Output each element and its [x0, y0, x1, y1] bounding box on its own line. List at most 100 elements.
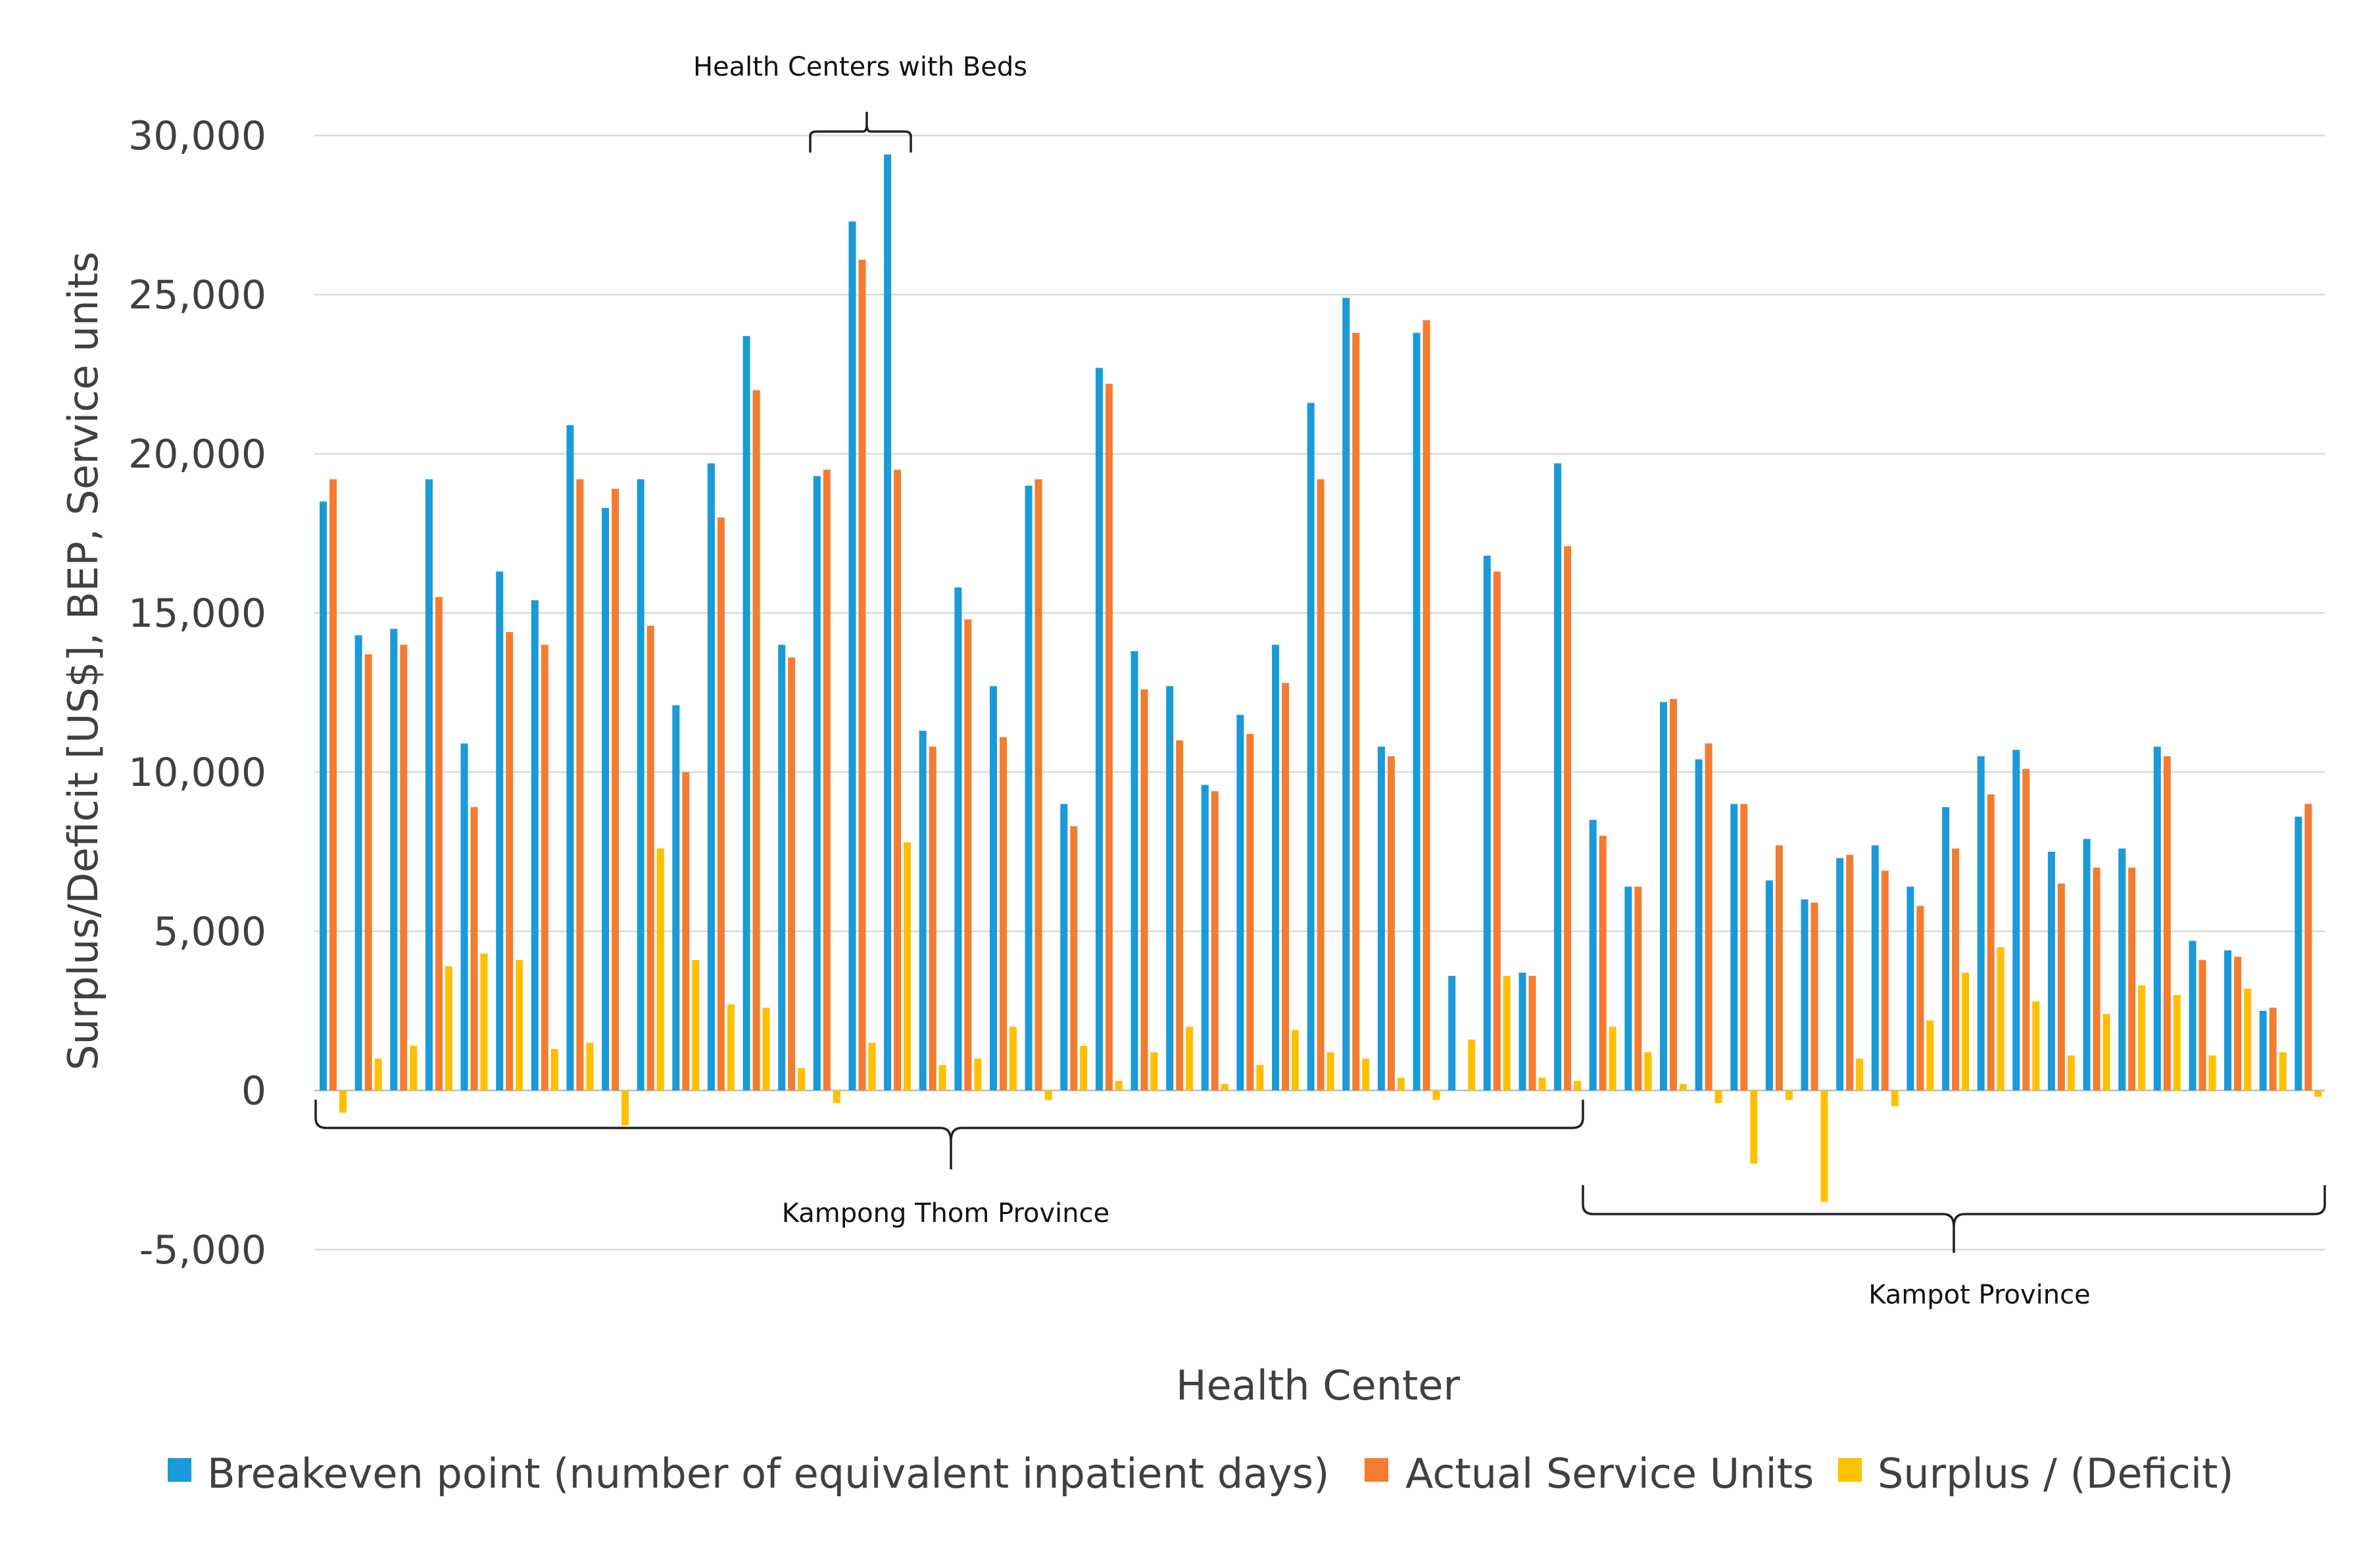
- bar-breakeven: [1448, 975, 1456, 1090]
- bar-surplus: [1221, 1084, 1228, 1090]
- bar-actual: [1140, 689, 1148, 1090]
- bar-actual: [329, 479, 337, 1090]
- bar-actual: [506, 632, 514, 1090]
- bar-actual: [1881, 871, 1889, 1090]
- bar-breakeven: [2224, 950, 2232, 1090]
- bar-actual: [1176, 740, 1184, 1090]
- bar-actual: [1846, 854, 1854, 1090]
- bar-actual: [612, 489, 619, 1090]
- bar-breakeven: [602, 508, 610, 1090]
- bar-breakeven: [1660, 702, 1667, 1090]
- bar-actual: [2128, 867, 2136, 1090]
- bar-actual: [1634, 887, 1642, 1090]
- bar-actual: [2198, 960, 2206, 1090]
- bar-actual: [1916, 906, 1924, 1090]
- bar-actual: [1105, 383, 1113, 1090]
- bar-breakeven: [1554, 463, 1562, 1090]
- bar-surplus: [868, 1042, 876, 1090]
- bar-surplus: [938, 1065, 946, 1090]
- legend-label-surplus: Surplus / (Deficit): [1878, 1450, 2234, 1498]
- bar-breakeven: [354, 635, 362, 1090]
- bar-breakeven: [1272, 645, 1280, 1090]
- bar-surplus: [2279, 1052, 2287, 1090]
- bar-actual: [1740, 804, 1748, 1090]
- bar-actual: [929, 746, 936, 1090]
- bar-breakeven: [954, 587, 962, 1090]
- bar-surplus: [1538, 1077, 1546, 1090]
- bar-surplus: [1962, 972, 1970, 1090]
- bar-breakeven: [1307, 403, 1315, 1090]
- bar-actual: [1317, 479, 1324, 1090]
- bar-breakeven: [707, 463, 715, 1090]
- bar-breakeven: [2189, 940, 2197, 1090]
- bar-surplus: [1680, 1084, 1687, 1090]
- bar-actual: [2269, 1008, 2277, 1090]
- bar-actual: [1246, 733, 1254, 1090]
- bar-surplus: [550, 1049, 558, 1090]
- bar-surplus: [1750, 1090, 1758, 1164]
- bar-breakeven: [919, 731, 927, 1090]
- bar-breakeven: [320, 501, 327, 1090]
- bar-surplus: [1009, 1027, 1017, 1090]
- bar-actual: [1599, 835, 1607, 1090]
- bar-breakeven: [1589, 819, 1597, 1090]
- bar-breakeven: [884, 155, 892, 1090]
- bar-surplus: [1574, 1081, 1582, 1090]
- bar-breakeven: [1166, 686, 1174, 1090]
- bar-surplus: [2208, 1055, 2216, 1090]
- bar-surplus: [1432, 1090, 1440, 1100]
- bar-actual: [1422, 320, 1430, 1091]
- bar-surplus: [2138, 985, 2146, 1090]
- bar-actual: [1034, 479, 1042, 1090]
- legend-label-breakeven: Breakeven point (number of equivalent in…: [207, 1450, 1329, 1498]
- bar-actual: [752, 390, 760, 1091]
- bar-breakeven: [990, 686, 997, 1090]
- bar-surplus: [480, 953, 488, 1090]
- bar-surplus: [762, 1008, 770, 1090]
- y-axis-title: Surplus/Deficit [US$], BEP, Service unit…: [59, 251, 107, 1070]
- bar-surplus: [1397, 1077, 1405, 1090]
- bar-breakeven: [2047, 852, 2055, 1090]
- bar-surplus: [1115, 1081, 1123, 1090]
- bar-actual: [1810, 902, 1818, 1090]
- bar-actual: [2163, 756, 2171, 1090]
- bar-actual: [576, 479, 584, 1090]
- bar-actual: [1282, 683, 1290, 1090]
- bar-breakeven: [1765, 880, 1773, 1090]
- bar-breakeven: [1906, 887, 1914, 1090]
- bar-actual: [682, 772, 690, 1090]
- bar-actual: [2093, 867, 2101, 1090]
- bar-surplus: [727, 1004, 735, 1090]
- bar-actual: [1528, 975, 1536, 1090]
- bar-surplus: [904, 842, 911, 1090]
- bar-surplus: [2102, 1013, 2110, 1090]
- bar-breakeven: [1025, 485, 1032, 1090]
- bar-surplus: [410, 1046, 418, 1090]
- bar-breakeven: [778, 645, 786, 1090]
- bar-actual: [894, 470, 902, 1090]
- y-tick-label: 0: [241, 1068, 266, 1114]
- bar-surplus: [656, 848, 664, 1090]
- bar-breakeven: [2083, 839, 2091, 1090]
- bar-surplus: [1644, 1052, 1652, 1090]
- bar-actual: [1952, 848, 1960, 1090]
- bar-surplus: [2032, 1001, 2040, 1090]
- bar-actual: [2304, 804, 2312, 1090]
- bar-breakeven: [742, 335, 750, 1090]
- bar-surplus: [692, 960, 700, 1090]
- bar-surplus: [1997, 947, 2004, 1090]
- bar-surplus: [1926, 1020, 1934, 1090]
- bar-surplus: [621, 1090, 629, 1126]
- kampong-thom-bracket: [314, 1100, 1584, 1169]
- legend-label-actual: Actual Service Units: [1405, 1450, 1814, 1498]
- bar-surplus: [2173, 994, 2181, 1090]
- bar-surplus: [2067, 1055, 2075, 1090]
- bar-breakeven: [1518, 972, 1526, 1090]
- bar-actual: [1211, 791, 1219, 1090]
- bar-actual: [1493, 572, 1501, 1090]
- bar-breakeven: [1977, 756, 1985, 1090]
- bar-surplus: [1856, 1058, 1864, 1090]
- bar-surplus: [1609, 1027, 1616, 1090]
- bar-actual: [364, 654, 372, 1090]
- bar-surplus: [833, 1090, 840, 1104]
